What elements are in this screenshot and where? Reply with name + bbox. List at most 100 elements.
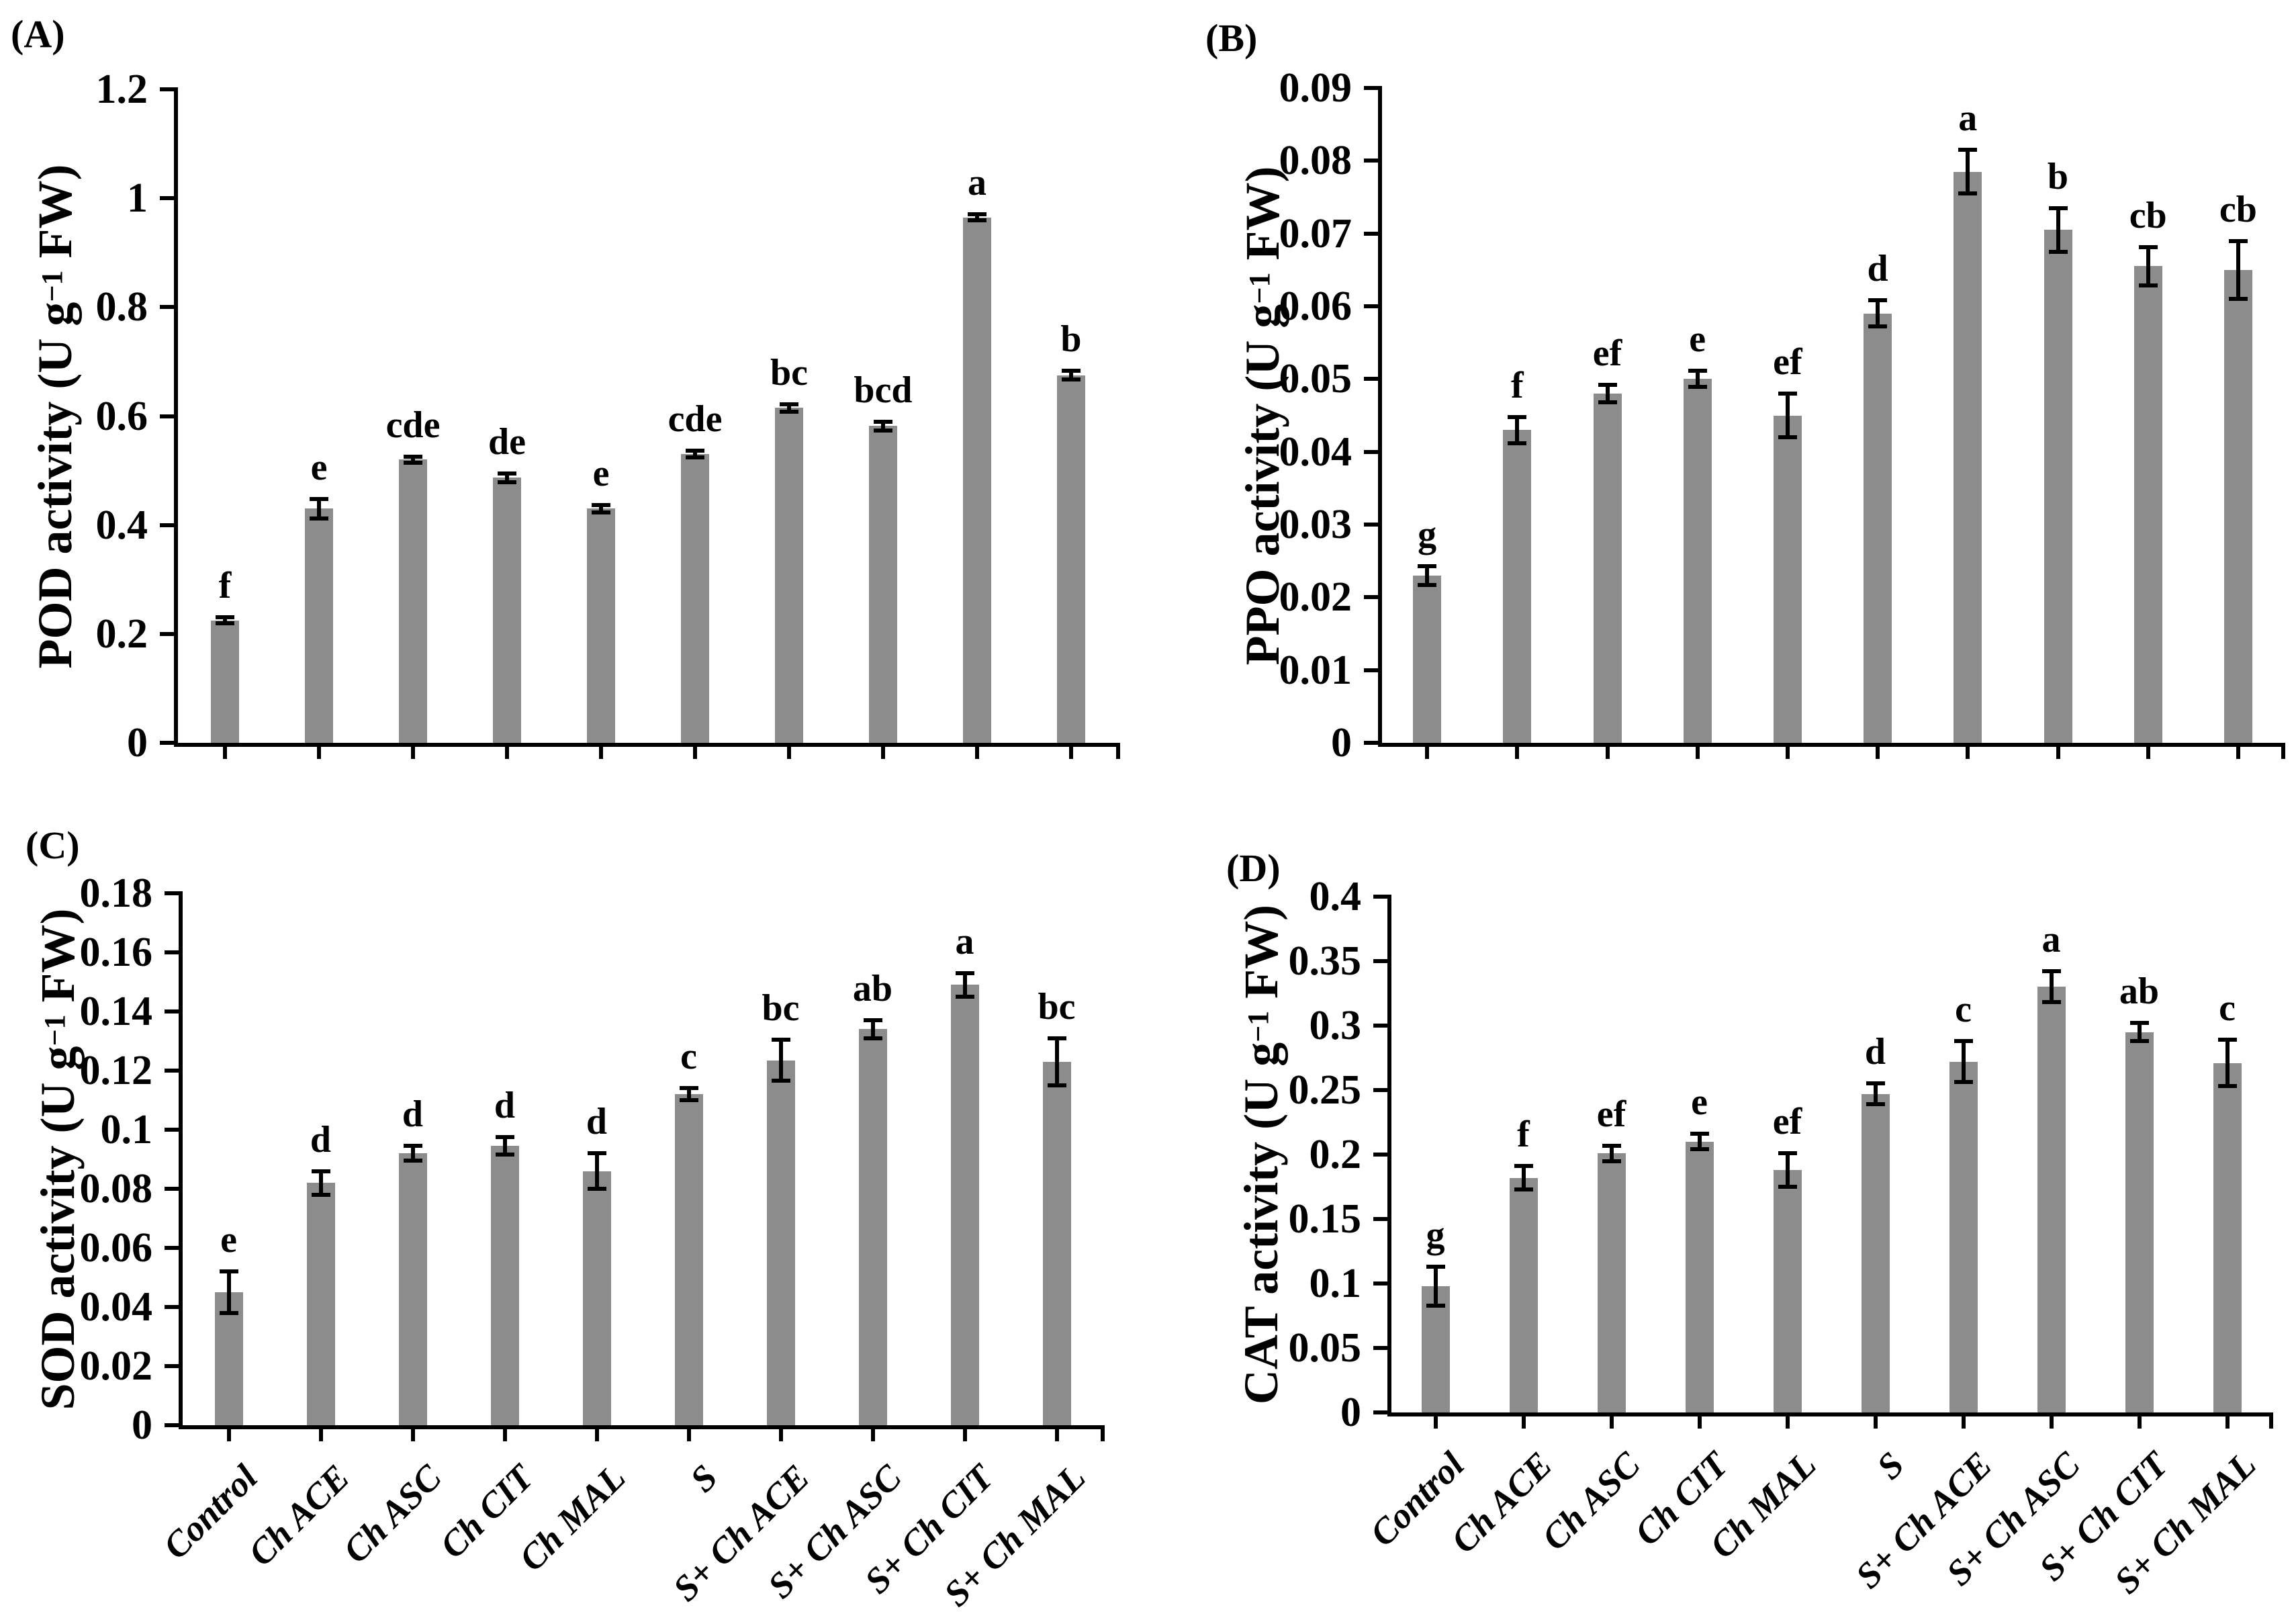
bar-Ch ACE — [1503, 430, 1532, 743]
error-bar-line — [1695, 371, 1700, 388]
error-bar-cap-bottom — [216, 621, 234, 626]
error-bar-cap-top — [1778, 392, 1797, 396]
x-axis-end-tick — [2281, 747, 2285, 759]
error-bar-cap-bottom — [771, 1079, 790, 1083]
error-bar-line — [2225, 1040, 2230, 1087]
bar-S+ Ch CIT — [950, 985, 979, 1425]
bar-S+ Ch MAL — [2213, 1063, 2242, 1412]
error-bar-line — [1425, 566, 1430, 585]
y-tick-label: 0.8 — [95, 284, 148, 330]
error-bar-cap-bottom — [1426, 1303, 1445, 1308]
error-bar-cap-top — [1954, 1039, 1973, 1044]
error-bar-cap-bottom — [1514, 1187, 1533, 1191]
error-bar-line — [226, 1271, 231, 1313]
y-axis-tick — [165, 1009, 179, 1013]
significance-letter: bc — [770, 351, 808, 394]
error-bar-cap-bottom — [2129, 1039, 2149, 1044]
error-bar-cap-top — [1866, 1081, 1885, 1086]
bar-S+ Ch ASC — [2044, 230, 2072, 743]
x-axis-line — [179, 1425, 1105, 1429]
x-axis-tick — [1605, 747, 1610, 759]
significance-letter: bcd — [854, 369, 913, 411]
y-tick-label: 0.01 — [1279, 647, 1352, 693]
significance-letter: g — [1426, 1214, 1445, 1257]
significance-letter: e — [310, 446, 328, 488]
error-bar-cap-bottom — [2228, 297, 2248, 302]
error-bar-cap-top — [587, 1151, 606, 1156]
significance-letter: g — [1418, 513, 1437, 555]
x-axis-tick — [1697, 1416, 1702, 1429]
significance-letter: ab — [852, 968, 893, 1010]
bar-Control — [211, 620, 239, 743]
error-bar-cap-top — [679, 1086, 698, 1091]
y-tick-label: 0.18 — [79, 870, 153, 916]
y-axis-tick — [1364, 449, 1378, 454]
y-axis-tick — [160, 631, 174, 636]
error-bar-cap-top — [1690, 1132, 1709, 1136]
y-axis-tick — [1373, 1281, 1387, 1286]
y-axis-tick — [165, 1246, 179, 1250]
significance-letter: e — [1689, 318, 1706, 361]
bar-S+ Ch MAL — [1057, 375, 1085, 743]
x-axis-tick — [1425, 747, 1430, 759]
y-tick-label: 0.06 — [79, 1225, 153, 1271]
error-bar-cap-top — [968, 212, 986, 217]
x-axis-tick — [594, 1429, 599, 1441]
x-axis-tick — [599, 747, 603, 759]
error-bar-line — [318, 1171, 323, 1195]
bar-S — [1861, 1093, 1890, 1412]
error-bar-cap-top — [686, 449, 704, 453]
error-bar-cap-bottom — [498, 480, 516, 484]
significance-letter: a — [2041, 919, 2061, 961]
error-bar-line — [1961, 1041, 1966, 1083]
error-bar-cap-top — [1514, 1164, 1533, 1169]
x-axis-tick — [2146, 747, 2150, 759]
error-bar-cap-top — [1958, 148, 1978, 152]
y-axis-tick — [160, 523, 174, 527]
x-axis-tick — [1876, 747, 1880, 759]
y-tick-label: 0.05 — [1288, 1325, 1362, 1371]
error-bar-cap-bottom — [1778, 435, 1797, 439]
bar-S+ Ch CIT — [2125, 1032, 2154, 1412]
error-bar-cap-top — [1508, 414, 1527, 419]
x-axis-line — [1387, 1412, 2273, 1416]
error-bar-line — [2137, 1023, 2142, 1042]
bar-Ch MAL — [587, 508, 615, 743]
error-bar-line — [1876, 300, 1880, 327]
y-axis-tick — [165, 1187, 179, 1191]
significance-letter: cb — [2219, 188, 2257, 230]
error-bar-line — [787, 404, 791, 412]
error-bar-cap-bottom — [219, 1310, 238, 1315]
x-axis-end-tick — [1101, 1429, 1105, 1441]
y-tick-label: 0.02 — [79, 1343, 153, 1389]
error-bar-line — [962, 973, 967, 997]
y-axis-tick — [1373, 1153, 1387, 1157]
bar-Ch ASC — [398, 1153, 427, 1425]
significance-letter: ab — [2119, 971, 2160, 1013]
panel-label-d: (D) — [1226, 846, 1281, 890]
y-tick-label: 0.4 — [95, 502, 148, 548]
error-bar-cap-bottom — [1690, 1147, 1709, 1152]
error-bar-cap-bottom — [874, 428, 892, 433]
y-axis-tick — [1364, 523, 1378, 527]
y-axis-line — [179, 891, 183, 1429]
x-axis-tick — [975, 747, 979, 759]
error-bar-cap-bottom — [1508, 441, 1527, 445]
x-axis-tick — [411, 747, 415, 759]
x-axis-tick — [226, 1429, 231, 1441]
bar-Ch MAL — [1773, 1170, 1802, 1412]
significance-letter: f — [1510, 364, 1524, 406]
y-axis-line — [1387, 895, 1391, 1416]
y-tick-label: 0.08 — [79, 1166, 153, 1212]
x-axis-tick — [2049, 1416, 2054, 1429]
x-axis-end-tick — [2269, 1416, 2273, 1429]
x-axis-tick — [1069, 747, 1073, 759]
error-bar-cap-bottom — [592, 510, 610, 515]
bar-S+ Ch CIT — [963, 217, 991, 743]
bar-S+ Ch ASC — [869, 426, 897, 743]
error-bar-cap-top — [310, 496, 328, 501]
error-bar-cap-top — [1778, 1151, 1797, 1156]
x-axis-line — [1378, 743, 2285, 747]
y-axis-tick — [1364, 377, 1378, 381]
